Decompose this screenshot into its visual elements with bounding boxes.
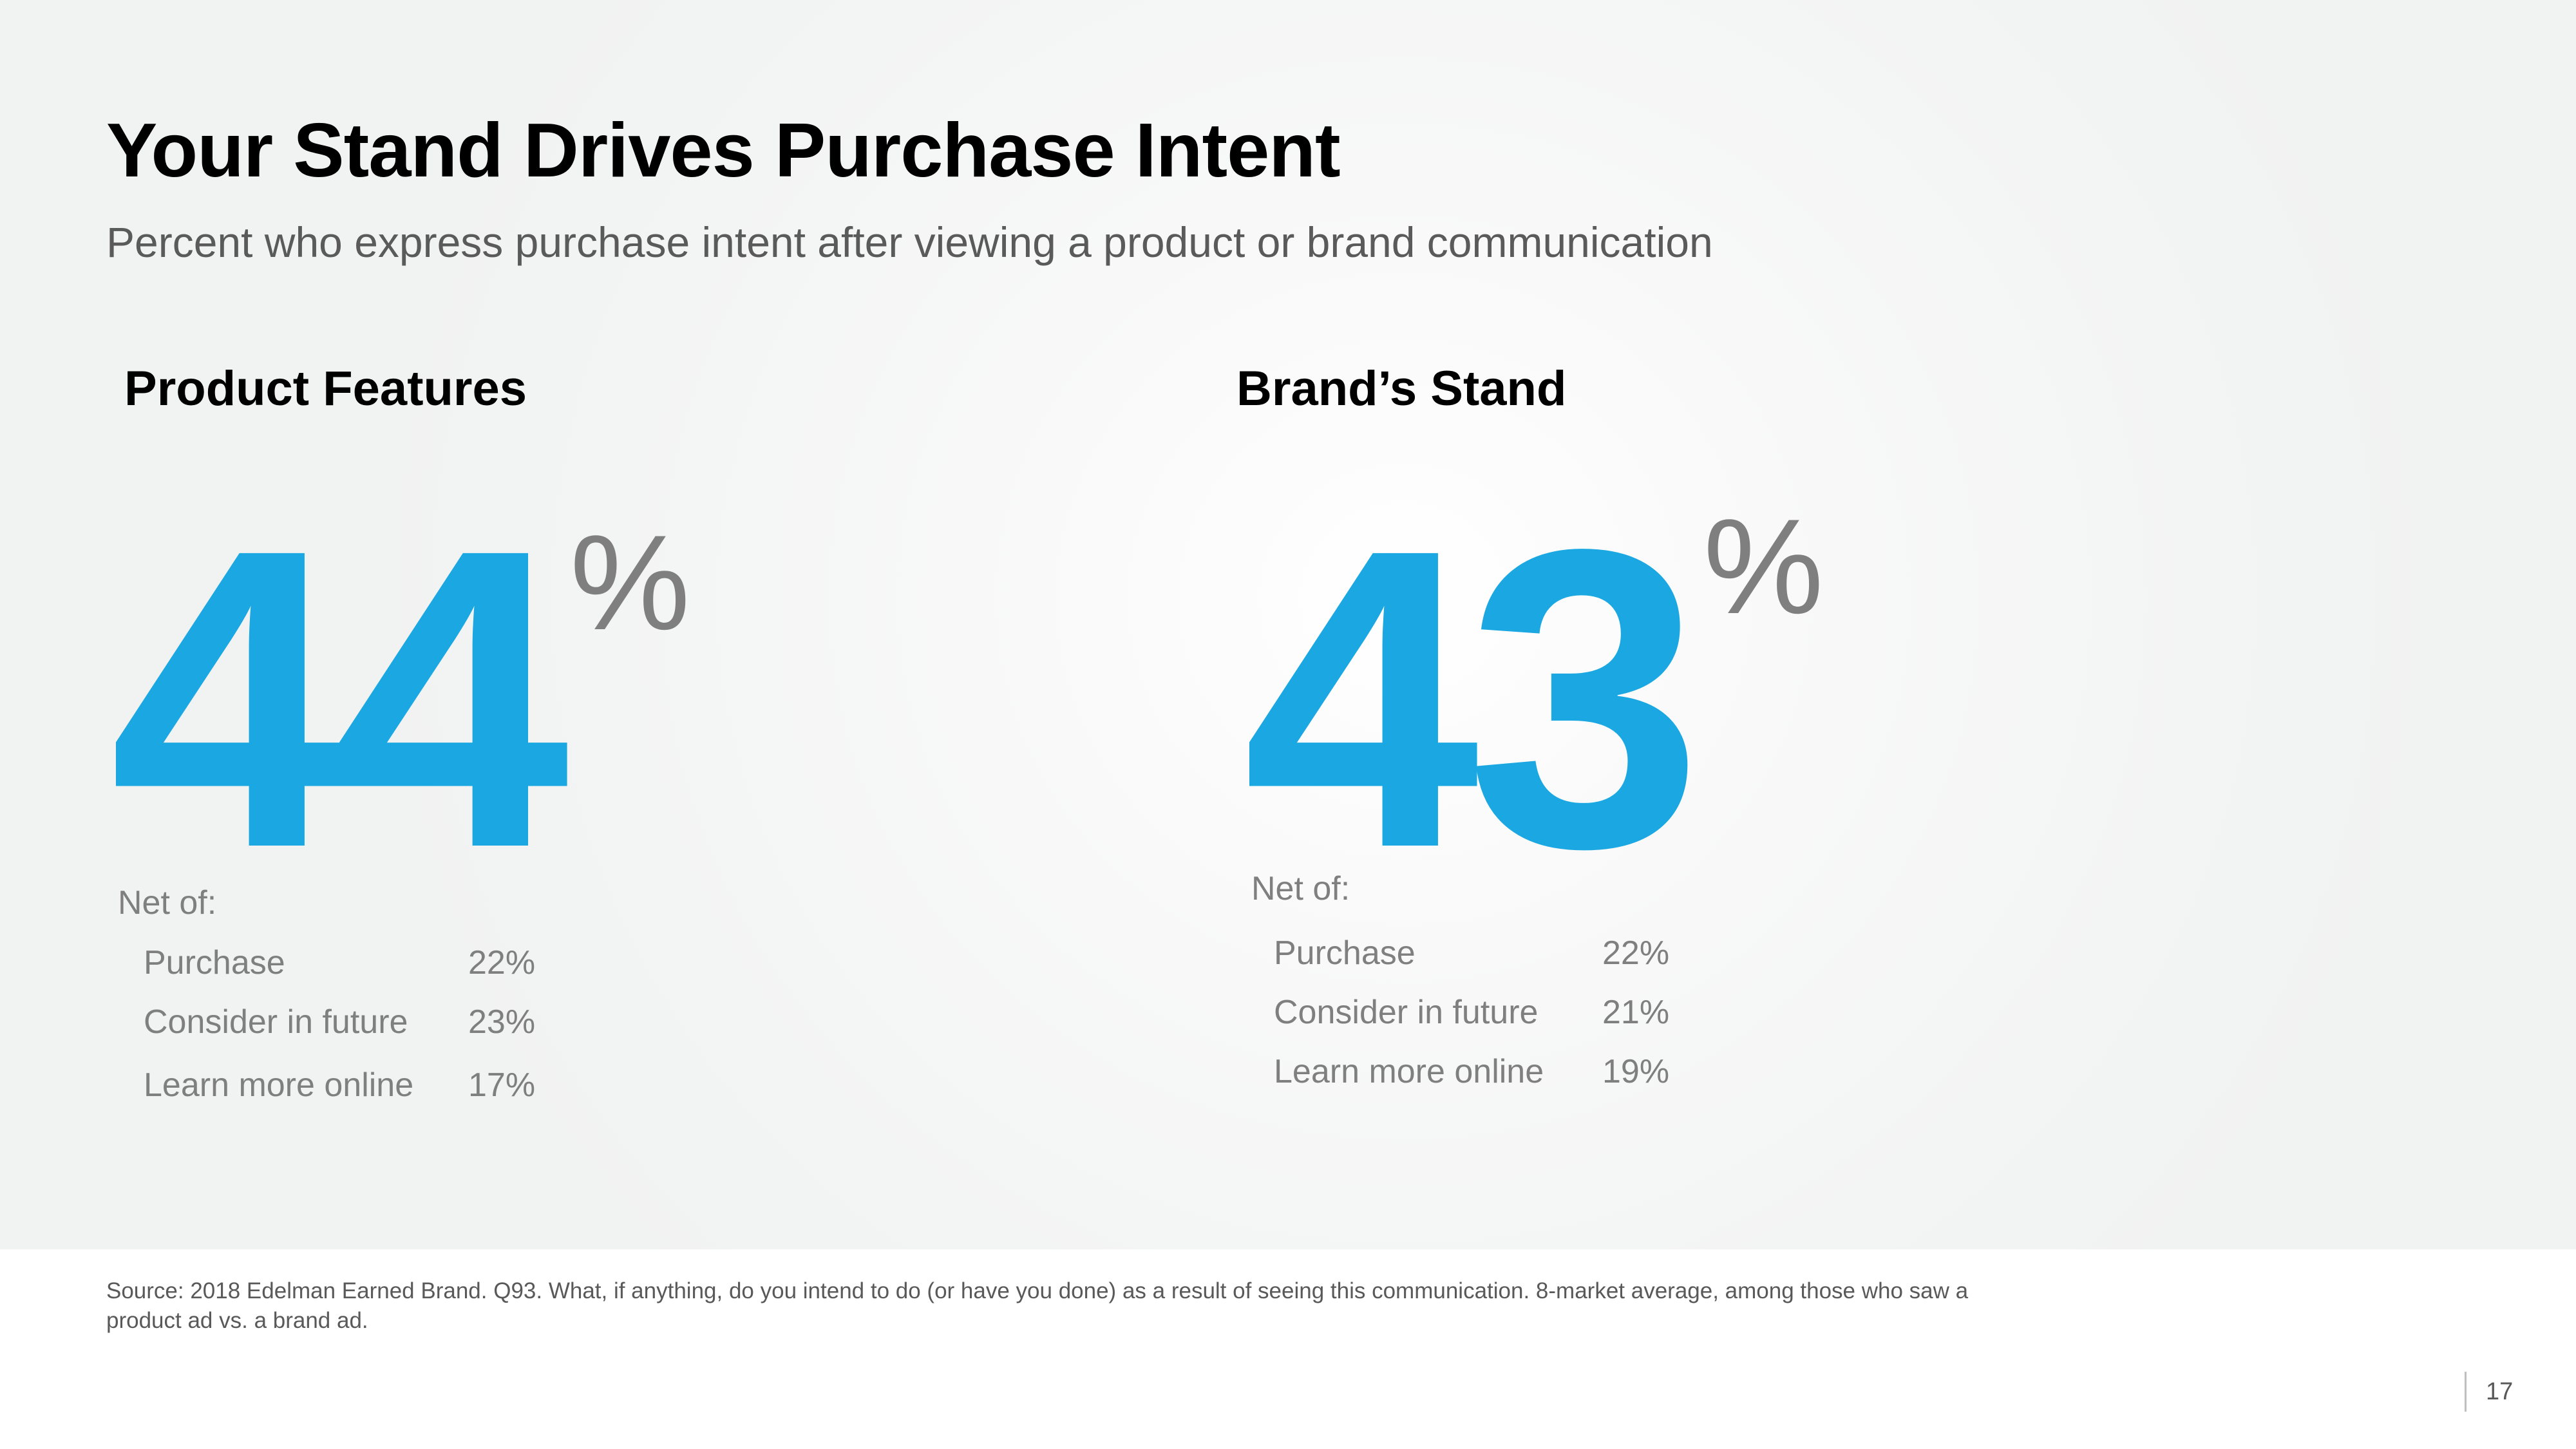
percent-sign: % (1703, 491, 1824, 642)
net-label: Net of: (1251, 870, 1350, 907)
panel-heading: Brand’s Stand (1236, 361, 1567, 416)
page-number: 17 (2486, 1378, 2514, 1405)
breakdown-value-purchase: 22% (468, 944, 536, 981)
breakdown-value-learn: 19% (1602, 1053, 1670, 1090)
panel-heading: Product Features (124, 361, 527, 416)
page-subtitle: Percent who express purchase intent afte… (106, 218, 1713, 266)
stat-value: 43 (1243, 461, 1703, 936)
breakdown-value-consider: 23% (468, 1003, 536, 1041)
content-area: Your Stand Drives Purchase Intent Percen… (0, 0, 2576, 1249)
breakdown-label-consider: Consider in future (144, 1003, 408, 1041)
breakdown-value-learn: 17% (468, 1066, 536, 1104)
page-divider (2465, 1372, 2467, 1412)
percent-sign: % (570, 507, 690, 658)
breakdown-value-consider: 21% (1602, 994, 1670, 1031)
page-title: Your Stand Drives Purchase Intent (106, 108, 1341, 193)
breakdown-label-learn: Learn more online (144, 1066, 414, 1104)
breakdown-label-purchase: Purchase (1274, 934, 1416, 972)
breakdown-label-learn: Learn more online (1274, 1053, 1544, 1090)
breakdown-value-purchase: 22% (1602, 934, 1670, 972)
net-label: Net of: (118, 884, 217, 922)
breakdown-label-consider: Consider in future (1274, 994, 1539, 1031)
source-footnote: Source: 2018 Edelman Earned Brand. Q93. … (106, 1278, 1969, 1333)
breakdown-label-purchase: Purchase (144, 944, 285, 981)
stat-value: 44 (109, 461, 569, 936)
